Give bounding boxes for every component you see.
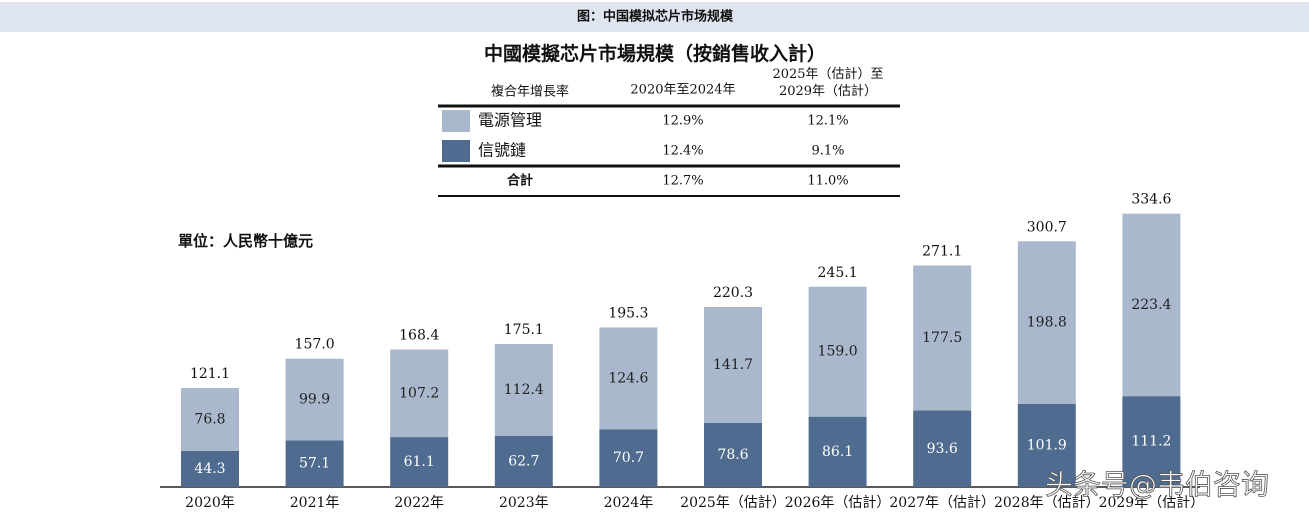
x-tick-label: 2029年（估計） — [1099, 495, 1205, 511]
bar-segment — [808, 416, 867, 487]
table-cell: 11.0% — [807, 174, 848, 189]
x-tick-label: 2023年 — [499, 495, 549, 511]
x-tick-label: 2022年 — [394, 495, 444, 511]
header-band — [0, 2, 1309, 32]
bar-segment — [704, 307, 762, 423]
value-label: 86.1 — [822, 444, 853, 460]
chart-title: 中國模擬芯片市場規模（按銷售收入計） — [484, 42, 826, 65]
x-tick-label: 2028年（估計） — [994, 495, 1100, 511]
x-tick-label: 2024年 — [604, 495, 654, 511]
bar-segment — [599, 429, 658, 487]
total-label: 121.1 — [190, 366, 230, 382]
value-label: 159.0 — [818, 344, 858, 360]
bar-segment — [181, 450, 239, 487]
total-label: 220.3 — [713, 285, 753, 301]
table-header: 複合年增長率 — [491, 84, 569, 100]
value-label: 78.6 — [717, 447, 748, 463]
bar-segment — [808, 286, 867, 417]
watermark: 头条号@韦伯咨询 — [1045, 468, 1269, 501]
total-label: 157.0 — [295, 337, 335, 353]
bar-segment — [390, 349, 449, 438]
value-label: 111.2 — [1131, 434, 1171, 450]
total-label: 334.6 — [1131, 192, 1171, 208]
table-header: 2020年至2024年 — [630, 83, 735, 98]
value-label: 76.8 — [194, 411, 225, 427]
total-label: 195.3 — [608, 305, 648, 321]
unit-label: 單位：人民幣十億元 — [178, 232, 313, 250]
value-label: 223.4 — [1131, 297, 1171, 313]
legend-swatch — [442, 110, 470, 132]
legend-swatch — [442, 140, 470, 162]
bar-segment — [285, 440, 344, 487]
header-title: 图：中国模拟芯片市场规模 — [577, 9, 734, 25]
bar-segment — [704, 422, 762, 487]
total-label: 300.7 — [1027, 219, 1067, 235]
value-label: 62.7 — [508, 453, 539, 469]
value-label: 124.6 — [608, 370, 648, 386]
bar-segment — [181, 388, 239, 451]
table-cell: 12.4% — [662, 144, 703, 159]
x-tick-label: 2026年（估計） — [785, 495, 891, 511]
legend-label: 信號鏈 — [478, 141, 526, 160]
x-tick-label: 2020年 — [185, 495, 235, 511]
table-cell: 9.1% — [811, 144, 844, 159]
table-total-label: 合計 — [507, 173, 533, 189]
value-label: 61.1 — [404, 454, 435, 470]
bar-segment — [913, 265, 972, 411]
table-cell: 12.7% — [662, 174, 703, 189]
bar-segment — [1017, 241, 1076, 404]
bar-segment — [599, 327, 658, 430]
table-header: 2025年（估計）至2029年（估計） — [772, 67, 884, 99]
table-cell: 12.9% — [662, 114, 703, 129]
value-label: 107.2 — [399, 385, 439, 401]
value-label: 198.8 — [1027, 315, 1067, 331]
x-tick-label: 2027年（估計） — [889, 495, 995, 511]
x-tick-label: 2021年 — [290, 495, 340, 511]
bar-segment — [1122, 213, 1181, 397]
total-label: 245.1 — [818, 265, 858, 281]
total-label: 175.1 — [504, 322, 544, 338]
value-label: 93.6 — [927, 441, 958, 457]
value-label: 112.4 — [504, 382, 544, 398]
total-label: 168.4 — [399, 327, 439, 343]
bar-segment — [390, 437, 449, 487]
value-label: 70.7 — [613, 450, 644, 466]
bar-segment — [1122, 396, 1181, 487]
bar-segment — [285, 358, 344, 441]
table-cell: 12.1% — [807, 114, 848, 129]
value-label: 177.5 — [922, 330, 962, 346]
value-label: 141.7 — [713, 357, 753, 373]
bar-segment — [913, 410, 972, 487]
value-label: 57.1 — [299, 456, 330, 472]
value-label: 99.9 — [299, 392, 330, 408]
bar-segment — [494, 343, 553, 436]
bar-segment — [1017, 403, 1076, 487]
legend-label: 電源管理 — [478, 111, 542, 130]
total-label: 271.1 — [922, 244, 962, 260]
value-label: 101.9 — [1027, 437, 1067, 453]
value-label: 44.3 — [194, 461, 225, 477]
bar-segment — [494, 435, 553, 487]
x-tick-label: 2025年（估計） — [680, 495, 786, 511]
